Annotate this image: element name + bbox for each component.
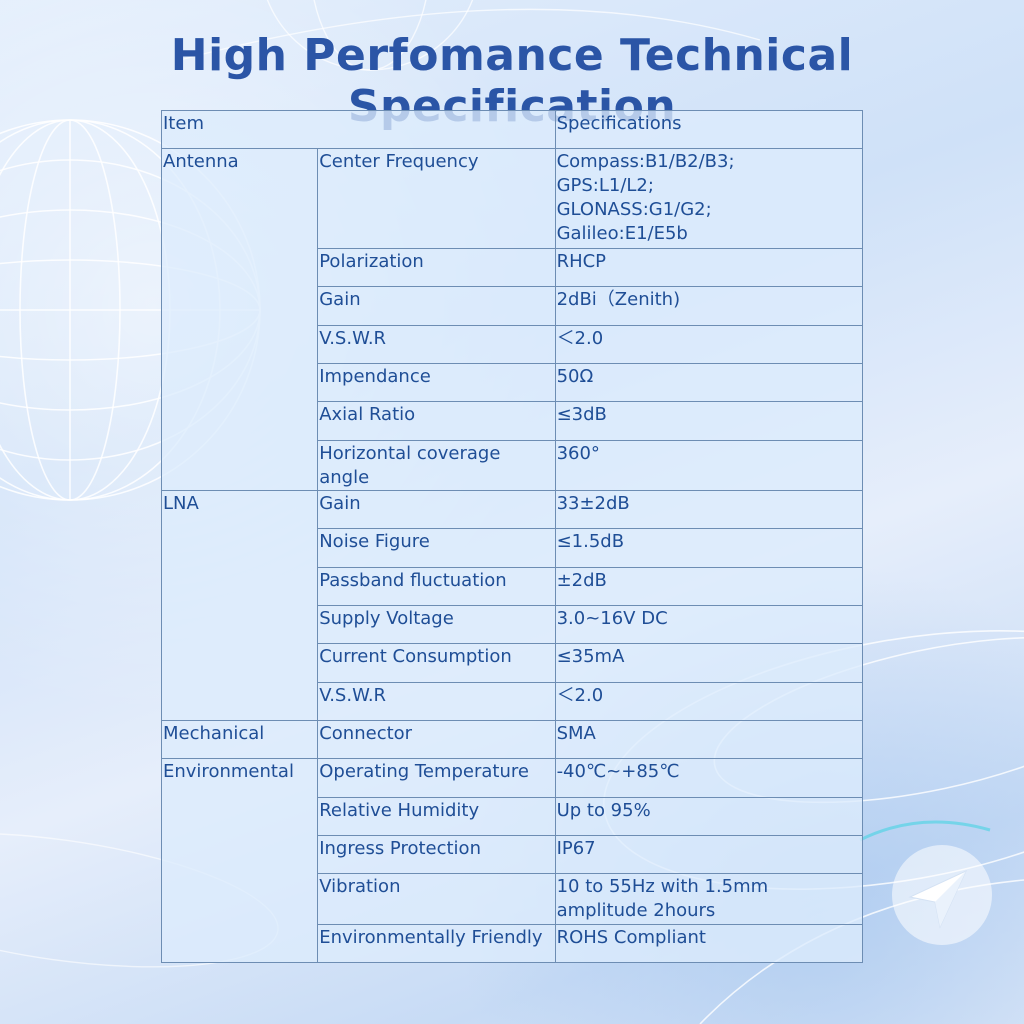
table-header-row: Item Specifications bbox=[161, 109, 864, 150]
table-row: Noise Figure ≤1.5dB bbox=[162, 528, 864, 568]
navigation-arrow-icon bbox=[892, 845, 992, 945]
param-cell: Center Frequency bbox=[317, 148, 556, 250]
value-cell: SMA bbox=[554, 719, 864, 760]
header-item: Item bbox=[161, 109, 556, 150]
param-cell: Gain bbox=[317, 286, 556, 326]
group-label-lna: LNA bbox=[160, 490, 319, 721]
table-row: Gain 2dBi（Zenith) bbox=[162, 286, 864, 326]
value-cell: ≤1.5dB bbox=[554, 528, 864, 568]
param-cell: Passband fluctuation bbox=[317, 566, 556, 607]
group-label-antenna: Antenna bbox=[160, 148, 319, 492]
value-cell: 50Ω bbox=[554, 363, 864, 403]
param-cell: Polarization bbox=[317, 248, 556, 288]
table-row: Relative Humidity Up to 95% bbox=[162, 796, 864, 836]
value-cell: ≤3dB bbox=[554, 401, 864, 441]
table-row: Antenna Center Frequency Compass:B1/B2/B… bbox=[160, 148, 864, 492]
group-label-environmental: Environmental bbox=[160, 758, 319, 963]
param-cell: Connector bbox=[317, 719, 556, 760]
group-label-mechanical: Mechanical bbox=[160, 719, 319, 760]
param-cell: Axial Ratio bbox=[317, 401, 556, 441]
table-row: V.S.W.R ＜2.0 bbox=[162, 681, 864, 721]
param-cell: Noise Figure bbox=[317, 528, 556, 568]
table-row: Ingress Protection IP67 bbox=[162, 834, 864, 875]
table-row: Vibration 10 to 55Hz with 1.5mm amplitud… bbox=[162, 873, 864, 925]
param-cell: Impendance bbox=[317, 363, 556, 403]
param-cell: Horizontal coverage angle bbox=[317, 439, 556, 492]
param-cell: Current Consumption bbox=[317, 643, 556, 683]
value-cell: 360° bbox=[554, 439, 864, 492]
param-cell: V.S.W.R bbox=[317, 681, 556, 721]
table-row: Mechanical Connector SMA bbox=[160, 719, 864, 760]
table-row: V.S.W.R ＜2.0 bbox=[162, 324, 864, 365]
table-row: Supply Voltage 3.0~16V DC bbox=[162, 605, 864, 645]
value-cell: ＜2.0 bbox=[554, 681, 864, 721]
value-cell: 33±2dB bbox=[554, 490, 864, 530]
table-row: Impendance 50Ω bbox=[162, 363, 864, 403]
value-cell: ROHS Compliant bbox=[554, 923, 864, 964]
value-cell: 10 to 55Hz with 1.5mm amplitude 2hours bbox=[554, 873, 864, 925]
value-cell: ＜2.0 bbox=[554, 324, 864, 365]
param-cell: V.S.W.R bbox=[317, 324, 556, 365]
param-cell: Gain bbox=[317, 490, 556, 530]
table-row: Polarization RHCP bbox=[162, 248, 864, 288]
spec-table: Item Specifications Antenna Center Frequ… bbox=[160, 109, 864, 964]
value-cell: 2dBi（Zenith) bbox=[554, 286, 864, 326]
value-cell: -40℃~+85℃ bbox=[554, 758, 864, 798]
value-cell: ≤35mA bbox=[554, 643, 864, 683]
value-cell: 3.0~16V DC bbox=[554, 605, 864, 645]
value-cell: ±2dB bbox=[554, 566, 864, 607]
table-row: Current Consumption ≤35mA bbox=[162, 643, 864, 683]
param-cell: Environmentally Friendly bbox=[317, 923, 556, 964]
table-row: Environmentally Friendly ROHS Compliant bbox=[162, 923, 864, 964]
value-cell: Compass:B1/B2/B3; GPS:L1/L2; GLONASS:G1/… bbox=[554, 148, 864, 250]
value-cell: RHCP bbox=[554, 248, 864, 288]
param-cell: Vibration bbox=[317, 873, 556, 925]
table-row: Horizontal coverage angle 360° bbox=[162, 439, 864, 492]
header-specifications: Specifications bbox=[554, 109, 864, 150]
value-cell: Up to 95% bbox=[554, 796, 864, 836]
value-cell: IP67 bbox=[554, 834, 864, 875]
param-cell: Operating Temperature bbox=[317, 758, 556, 798]
param-cell: Ingress Protection bbox=[317, 834, 556, 875]
param-cell: Supply Voltage bbox=[317, 605, 556, 645]
table-row: Axial Ratio ≤3dB bbox=[162, 401, 864, 441]
table-row: Environmental Operating Temperature -40℃… bbox=[160, 758, 864, 963]
param-cell: Relative Humidity bbox=[317, 796, 556, 836]
table-row: LNA Gain 33±2dB bbox=[160, 490, 864, 721]
